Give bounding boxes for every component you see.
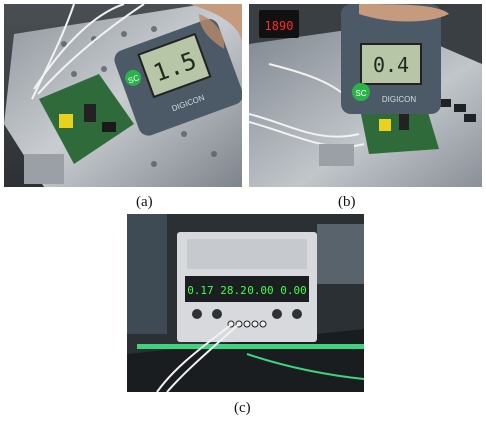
db-connector bbox=[24, 154, 64, 184]
pcb-capacitor-b bbox=[399, 114, 409, 130]
pcb-chip bbox=[102, 122, 116, 132]
photo-a-illustration: 1.5 SC DIGICON bbox=[4, 4, 242, 187]
pcb-connector-b bbox=[379, 119, 391, 131]
psu-display-left: 0.17 28.2 bbox=[187, 284, 247, 297]
meter-badge-b: SC bbox=[355, 89, 366, 98]
caption-a: (a) bbox=[136, 194, 153, 210]
digital-meter-a: 1.5 SC DIGICON bbox=[114, 19, 242, 136]
background-equipment bbox=[127, 214, 167, 334]
photo-c-illustration: 0.17 28.2 0.00 0.00 bbox=[127, 214, 364, 392]
finger bbox=[199, 14, 225, 49]
pcb-connector bbox=[59, 114, 73, 128]
psu-wires bbox=[156, 323, 240, 392]
caption-c: (c) bbox=[234, 400, 251, 416]
meter-badge-a: SC bbox=[127, 73, 141, 85]
hand-b bbox=[359, 4, 449, 22]
hand bbox=[189, 4, 242, 44]
bench-edge bbox=[137, 344, 364, 349]
psu-vent bbox=[187, 239, 307, 269]
photo-panel-c: 0.17 28.2 0.00 0.00 bbox=[127, 214, 364, 392]
db-connector-b bbox=[319, 144, 354, 166]
indicator-display: 1890 bbox=[265, 19, 294, 33]
power-supply: 0.17 28.2 0.00 0.00 bbox=[177, 232, 317, 342]
green-cable bbox=[246, 353, 364, 380]
caption-b: (b) bbox=[338, 194, 356, 210]
pcb-capacitor bbox=[84, 104, 96, 122]
white-wires bbox=[31, 4, 145, 100]
meter-model-b: DIGICON bbox=[382, 95, 416, 104]
photo-b-illustration: 1890 0.4 SC DIGICON bbox=[249, 4, 482, 187]
photo-panel-b: 1890 0.4 SC DIGICON bbox=[249, 4, 482, 187]
psu-display-right: 0.00 0.00 bbox=[247, 284, 307, 297]
background-box bbox=[317, 224, 364, 284]
digital-meter-b: 0.4 SC DIGICON bbox=[341, 4, 441, 114]
psu-terminals bbox=[227, 320, 267, 328]
photo-panel-a: 1.5 SC DIGICON bbox=[4, 4, 242, 187]
meter-reading-b: 0.4 bbox=[373, 53, 409, 77]
indicator-box bbox=[259, 10, 299, 38]
psu-knobs bbox=[192, 309, 302, 319]
